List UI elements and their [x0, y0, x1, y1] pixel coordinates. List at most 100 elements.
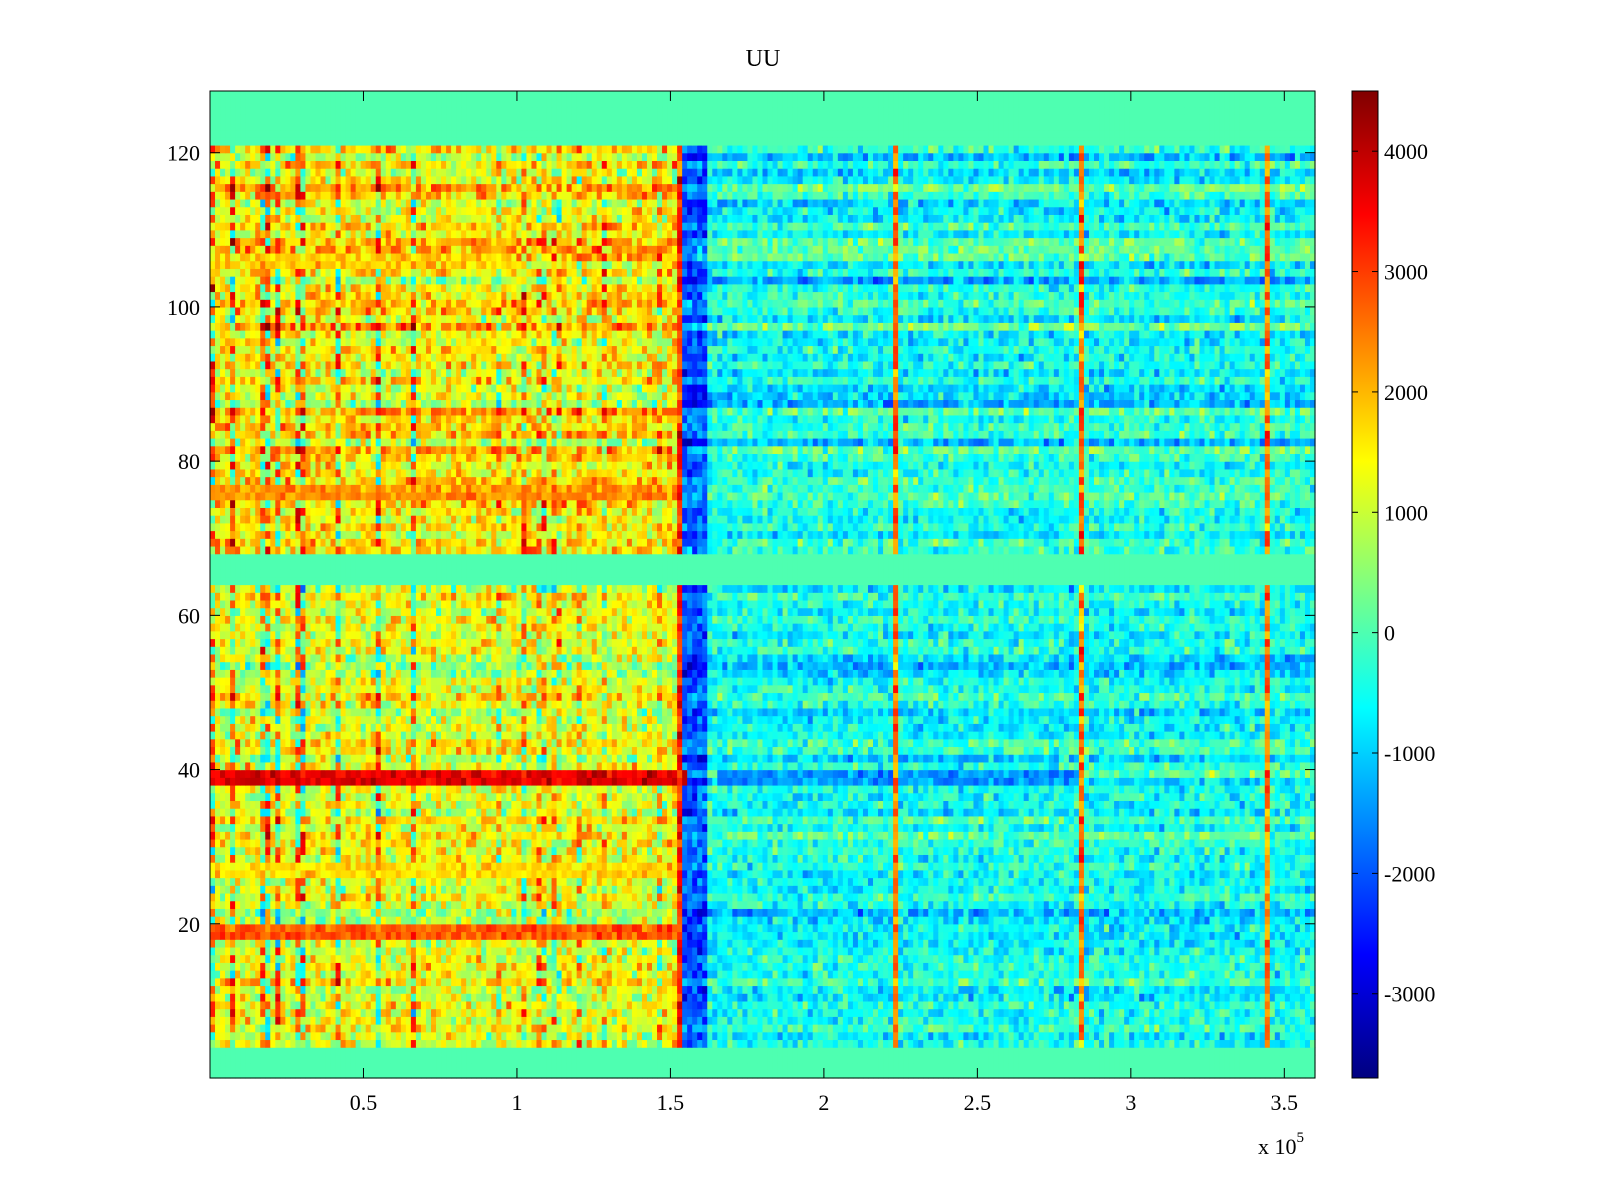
heatmap-cell [1169, 962, 1175, 971]
heatmap-cell [606, 985, 613, 994]
heatmap-cell [802, 900, 809, 909]
heatmap-cell [436, 946, 442, 956]
heatmap-cell [360, 1039, 367, 1048]
heatmap-cell [285, 1000, 291, 1010]
heatmap-cell [471, 962, 477, 971]
heatmap-cell [1174, 908, 1180, 917]
heatmap-cell [807, 1000, 814, 1010]
heatmap-cell [521, 923, 528, 933]
heatmap-cell [772, 1054, 779, 1064]
heatmap-cell [1104, 1031, 1110, 1041]
heatmap-cell [616, 1016, 623, 1025]
heatmap-cell [1144, 1039, 1150, 1048]
heatmap-cell [687, 993, 693, 1002]
heatmap-cell [220, 1039, 226, 1048]
heatmap-cell [300, 977, 307, 987]
heatmap-cell [692, 977, 698, 987]
heatmap-cell [345, 900, 352, 909]
heatmap-cell [390, 916, 397, 925]
heatmap-cell [752, 931, 759, 940]
heatmap-cell [215, 985, 221, 994]
heatmap-cell [1078, 946, 1085, 956]
heatmap-cell [1214, 1031, 1221, 1041]
heatmap-cell [822, 900, 829, 909]
heatmap-cell [797, 923, 804, 933]
heatmap-cell [1304, 993, 1311, 1002]
heatmap-cell [1114, 908, 1120, 917]
heatmap-cell [1159, 1047, 1165, 1056]
heatmap-cell [938, 908, 944, 917]
heatmap-cell [667, 962, 673, 971]
heatmap-cell [300, 1070, 307, 1079]
heatmap-cell [883, 1054, 889, 1064]
heatmap-cell [265, 946, 271, 956]
heatmap-cell [943, 1070, 949, 1079]
heatmap-cell [526, 1054, 533, 1064]
heatmap-cell [973, 1008, 980, 1017]
heatmap-cell [1058, 1062, 1065, 1071]
heatmap-cell [807, 1016, 814, 1025]
heatmap-cell [375, 985, 382, 994]
heatmap-cell [1048, 931, 1055, 940]
heatmap-cell [1289, 908, 1296, 917]
heatmap-cell [1053, 1039, 1060, 1048]
heatmap-cell [692, 900, 698, 909]
heatmap-cell [415, 1054, 422, 1064]
heatmap-cell [797, 939, 804, 948]
heatmap-cell [546, 962, 553, 971]
heatmap-cell [1094, 970, 1100, 979]
heatmap-cell [1003, 916, 1010, 925]
heatmap-cell [1179, 908, 1186, 917]
heatmap-cell [240, 931, 246, 940]
heatmap-cell [415, 1047, 422, 1056]
heatmap-cell [305, 931, 312, 940]
heatmap-cell [395, 1054, 402, 1064]
heatmap-cell [832, 1008, 839, 1017]
heatmap-cell [541, 993, 548, 1002]
heatmap-cell [300, 993, 307, 1002]
heatmap-cell [943, 1039, 949, 1048]
heatmap-cell [636, 1016, 643, 1025]
heatmap-cell [1043, 1054, 1050, 1064]
heatmap-cell [727, 939, 733, 948]
heatmap-cell [1239, 931, 1246, 940]
heatmap-cell [842, 970, 849, 979]
heatmap-cell [355, 993, 362, 1002]
heatmap-cell [340, 1054, 347, 1064]
heatmap-cell [506, 977, 512, 987]
heatmap-cell [456, 1008, 462, 1017]
heatmap-cell [1088, 1039, 1095, 1048]
heatmap-cell [526, 939, 533, 948]
heatmap-cell [370, 908, 377, 917]
heatmap-cell [923, 1047, 929, 1056]
heatmap-cell [1043, 962, 1050, 971]
heatmap-cell [867, 900, 874, 909]
heatmap-cell [340, 993, 347, 1002]
heatmap-cell [300, 939, 307, 948]
heatmap-cell [471, 1047, 477, 1056]
heatmap-cell [491, 970, 497, 979]
heatmap-cell [1294, 962, 1301, 971]
heatmap-cell [737, 916, 744, 925]
heatmap-cell [847, 939, 854, 948]
heatmap-cell [953, 970, 959, 979]
heatmap-cell [802, 1039, 809, 1048]
heatmap-cell [978, 908, 985, 917]
heatmap-cell [842, 923, 849, 933]
heatmap-cell [365, 1054, 372, 1064]
heatmap-cell [1309, 962, 1316, 971]
heatmap-cell [516, 900, 523, 909]
heatmap-cell [968, 1024, 975, 1033]
heatmap-cell [862, 1016, 869, 1025]
heatmap-cell [662, 1024, 668, 1033]
heatmap-cell [1028, 1039, 1035, 1048]
heatmap-cell [280, 1070, 286, 1079]
heatmap-cell [1109, 923, 1115, 933]
heatmap-cell [466, 1000, 472, 1010]
heatmap-cell [727, 954, 733, 963]
heatmap-cell [310, 1039, 317, 1048]
heatmap-cell [375, 1047, 382, 1056]
heatmap-cell [1214, 916, 1221, 925]
heatmap-cell [1048, 939, 1055, 948]
heatmap-cell [395, 962, 402, 971]
